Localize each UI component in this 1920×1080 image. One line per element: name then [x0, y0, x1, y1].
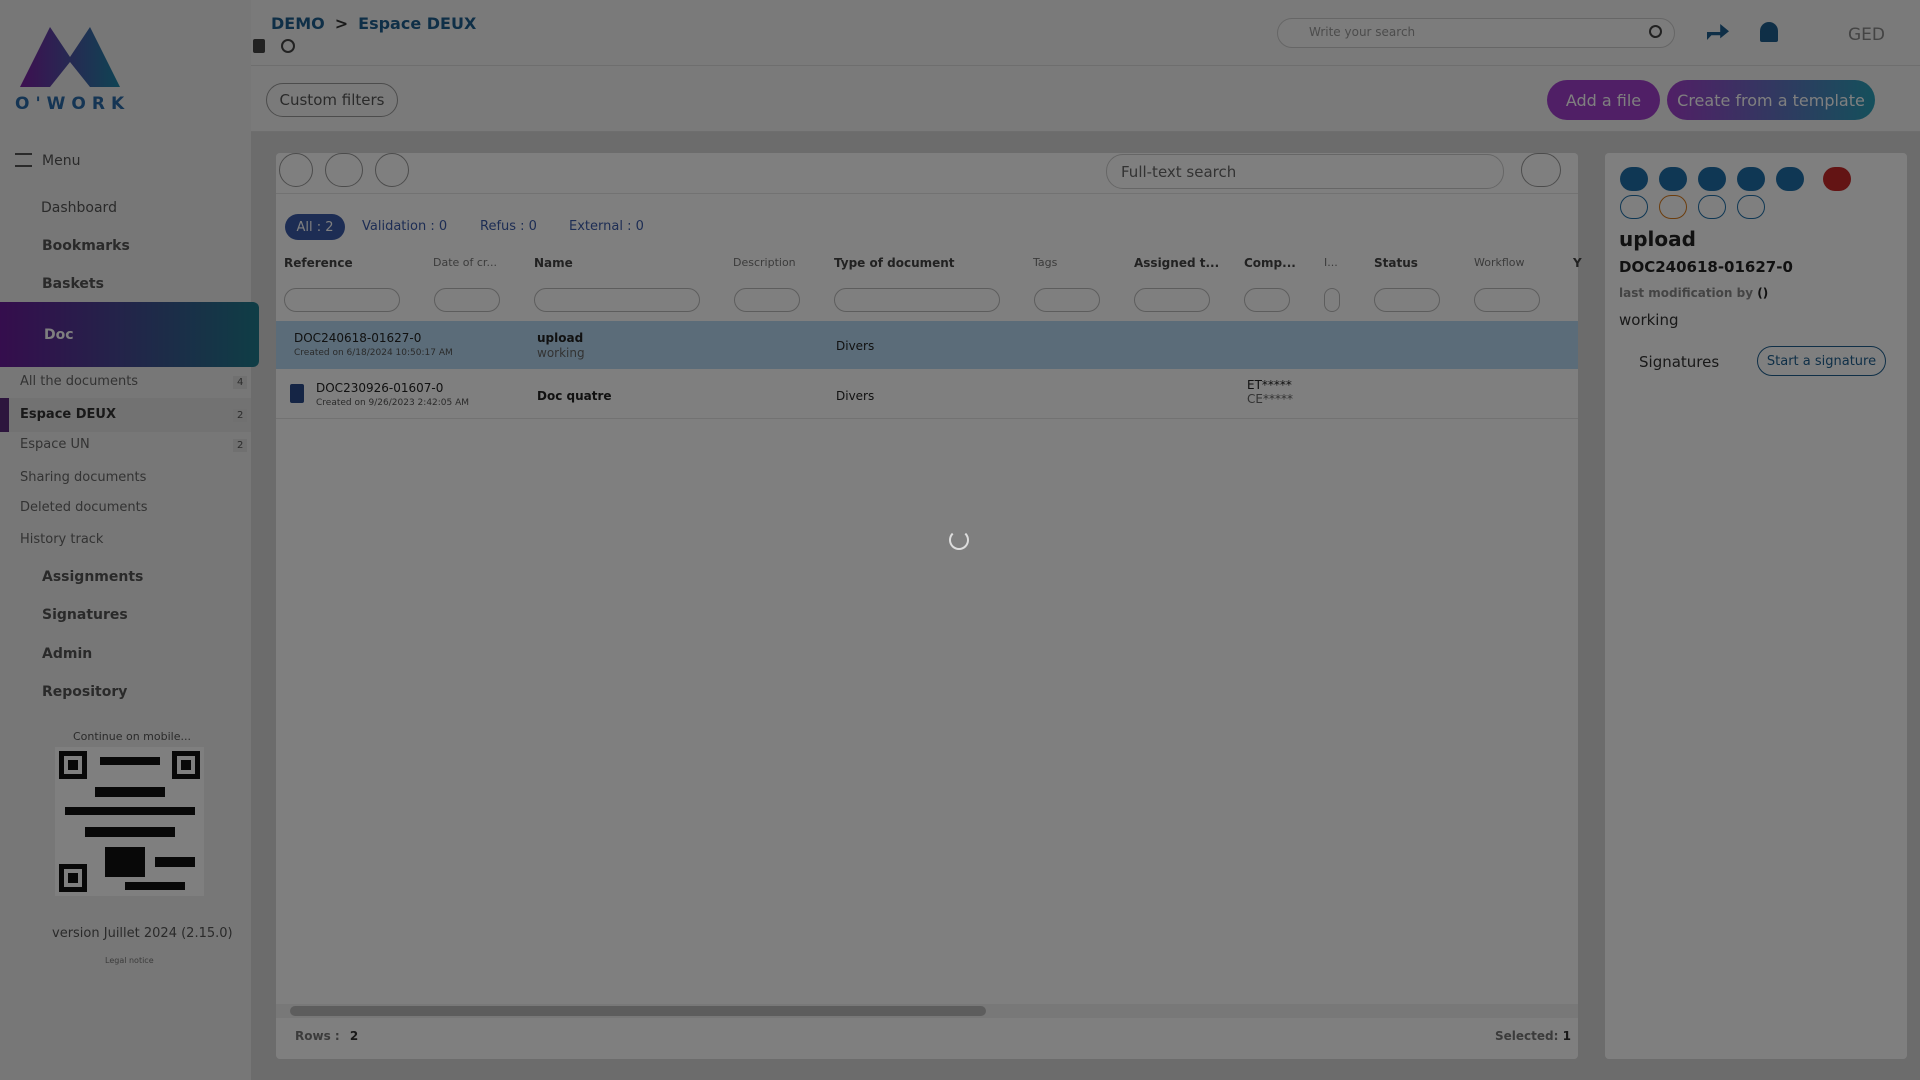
spinner [949, 530, 969, 550]
